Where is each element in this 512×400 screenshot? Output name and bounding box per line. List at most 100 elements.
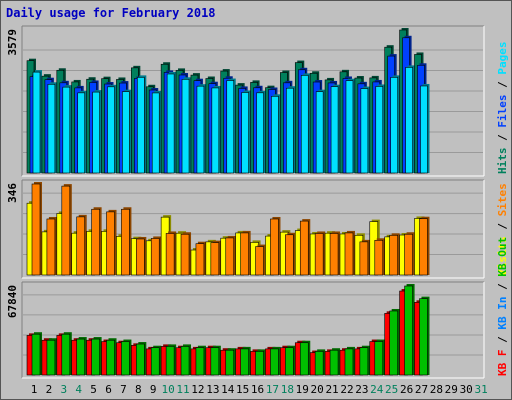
bottom-kb-out-bar-day-7 [121, 341, 130, 376]
middle-sites-bar-day-3 [61, 185, 71, 276]
bottom-kb-out-bar-day-23 [359, 347, 369, 376]
middle-sites-bar-day-4 [76, 216, 86, 276]
top-pages-bar-day-6 [107, 86, 115, 174]
bottom-kb-out-bar-day-17 [270, 348, 279, 376]
top-pages-bar-day-16 [256, 92, 264, 174]
top-pages-bar-day-20 [315, 91, 324, 174]
panel-middle: 346 Visits / Sites [6, 179, 509, 279]
bottom-kb-out-bar-day-3 [61, 333, 71, 376]
middle-sites-bar-day-25 [389, 234, 398, 276]
middle-sites-bar-day-9 [150, 238, 160, 276]
day-label-16: 16 [251, 383, 264, 396]
bottom-kb-out-bar-day-22 [344, 348, 354, 376]
legend-middle: Visits / Sites [496, 183, 509, 276]
day-label-9: 9 [150, 383, 157, 396]
top-pages-bar-day-23 [360, 88, 369, 174]
day-label-14: 14 [221, 383, 235, 396]
middle-sites-bar-day-1 [31, 183, 41, 276]
top-pages-bar-day-19 [300, 75, 309, 174]
day-label-22: 22 [340, 383, 353, 396]
legend-entry-pages: Pages [496, 42, 509, 75]
day-label-20: 20 [311, 383, 324, 396]
middle-sites-bar-day-22 [344, 232, 354, 276]
bottom-kb-out-bar-day-15 [240, 348, 249, 376]
legend-separator: / [496, 128, 509, 148]
top-pages-bar-day-13 [211, 87, 220, 174]
middle-sites-bar-day-24 [374, 239, 384, 276]
middle-sites-bar-day-18 [285, 234, 294, 276]
legend-entry-kb-out: KB Out [496, 237, 509, 277]
bottom-kb-out-bar-day-16 [255, 351, 264, 376]
legend-entry-sites: Sites [496, 183, 509, 216]
legend-entry-kb-in: KB In [496, 297, 509, 330]
middle-sites-bar-day-12 [195, 243, 205, 276]
bottom-kb-out-bar-day-4 [76, 338, 86, 376]
bottom-kb-out-bar-day-5 [91, 338, 100, 376]
day-label-26: 26 [400, 383, 413, 396]
bottom-kb-out-bar-day-20 [314, 351, 324, 376]
top-pages-bar-day-22 [345, 80, 354, 174]
bottom-kb-out-bar-day-9 [150, 347, 160, 376]
top-pages-bar-day-14 [226, 80, 235, 174]
top-pages-bar-day-12 [196, 85, 205, 174]
middle-sites-bar-day-15 [240, 232, 249, 276]
panel-top: 3579 Hits / Files / Pages [6, 25, 509, 177]
middle-sites-bar-day-7 [121, 208, 130, 276]
middle-sites-bar-day-27 [419, 218, 428, 276]
y-max-label: 3579 [6, 29, 19, 56]
day-label-18: 18 [281, 383, 294, 396]
top-pages-bar-day-3 [62, 86, 71, 174]
middle-sites-bar-day-20 [314, 233, 324, 276]
bottom-kb-out-bar-day-14 [225, 349, 235, 376]
legend-top: Hits / Files / Pages [496, 42, 509, 175]
bottom-kb-out-bar-day-11 [180, 346, 190, 376]
legend-entry-files: Files [496, 95, 509, 128]
bottom-kb-out-bar-day-2 [46, 339, 56, 376]
top-pages-bar-day-25 [390, 77, 398, 174]
day-label-17: 17 [266, 383, 279, 396]
bottom-kb-out-bar-day-26 [404, 285, 413, 376]
bottom-kb-out-bar-day-27 [419, 298, 428, 376]
day-label-7: 7 [120, 383, 127, 396]
day-label-24: 24 [370, 383, 384, 396]
panel-bottom: 67840 KB F / KB In / KB Out [6, 237, 509, 379]
middle-sites-bar-day-5 [91, 208, 100, 276]
middle-sites-bar-day-6 [106, 211, 115, 276]
middle-sites-bar-day-19 [299, 220, 309, 276]
legend-entry-kb-f: KB F [496, 350, 509, 377]
middle-sites-bar-day-10 [165, 233, 175, 276]
day-label-28: 28 [430, 383, 443, 396]
middle-sites-bar-day-8 [136, 238, 145, 276]
top-pages-bar-day-8 [137, 77, 145, 174]
day-label-29: 29 [445, 383, 458, 396]
bottom-kb-out-bar-day-21 [329, 349, 339, 376]
day-label-3: 3 [60, 383, 67, 396]
bottom-kb-out-bar-day-13 [210, 347, 220, 376]
bottom-kb-out-bar-day-19 [299, 342, 309, 376]
top-pages-bar-day-11 [181, 79, 190, 174]
day-label-1: 1 [31, 383, 38, 396]
day-label-25: 25 [385, 383, 398, 396]
middle-sites-bar-day-26 [404, 233, 413, 276]
top-pages-bar-day-21 [330, 86, 339, 174]
top-pages-bar-day-26 [405, 67, 413, 174]
day-label-2: 2 [46, 383, 53, 396]
y-max-label: 67840 [6, 285, 19, 318]
legend-separator: / [496, 330, 509, 350]
day-label-19: 19 [296, 383, 309, 396]
bottom-kb-out-bar-day-6 [106, 339, 115, 376]
top-pages-bar-day-17 [271, 96, 279, 174]
top-pages-bar-day-18 [286, 87, 294, 174]
top-pages-bar-day-1 [32, 71, 41, 174]
day-label-30: 30 [460, 383, 473, 396]
top-pages-bar-day-27 [420, 85, 428, 174]
day-label-6: 6 [105, 383, 112, 396]
day-label-15: 15 [236, 383, 249, 396]
middle-sites-bar-day-17 [270, 218, 279, 276]
bottom-kb-out-bar-day-18 [285, 347, 294, 376]
day-label-27: 27 [415, 383, 428, 396]
middle-sites-bar-day-16 [255, 246, 264, 276]
bottom-kb-out-bar-day-24 [374, 341, 384, 376]
middle-sites-bar-day-2 [46, 218, 56, 276]
